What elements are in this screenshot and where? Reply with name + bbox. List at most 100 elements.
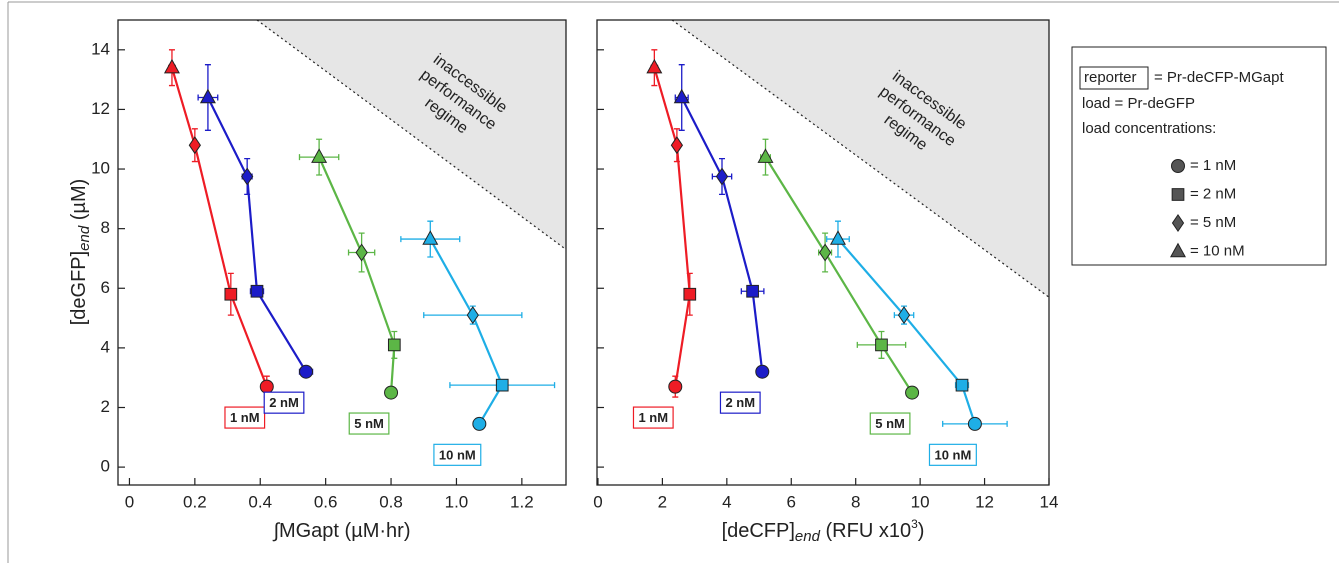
data-point bbox=[299, 364, 314, 379]
legend-line: load concentrations: bbox=[1082, 120, 1216, 137]
series-label: 5 nM bbox=[354, 416, 384, 431]
legend-line: load = Pr-deGFP bbox=[1082, 95, 1195, 112]
series-line bbox=[318, 156, 396, 393]
data-point bbox=[311, 148, 328, 163]
series-label: 10 nM bbox=[439, 447, 476, 462]
series-line bbox=[837, 238, 976, 425]
series-label-box bbox=[224, 406, 266, 429]
y-tick-label: 2 bbox=[101, 397, 110, 416]
data-point bbox=[668, 379, 683, 394]
data-point bbox=[466, 306, 479, 325]
x-axis-label: [deCFP]end (RFU x103) bbox=[722, 517, 925, 545]
legend-key: reporter bbox=[1084, 69, 1137, 86]
series-line bbox=[680, 97, 764, 372]
y-tick-label: 10 bbox=[91, 159, 110, 178]
legend-label: = 2 nM bbox=[1190, 185, 1236, 202]
x-axis-label: ∫MGapt (µM·hr) bbox=[272, 520, 410, 542]
legend-marker bbox=[1171, 159, 1185, 173]
x-tick-label: 6 bbox=[787, 492, 796, 511]
x-tick-label: 2 bbox=[658, 492, 667, 511]
data-point bbox=[897, 306, 911, 325]
plot-frame bbox=[596, 19, 1050, 486]
legend-label: = 1 nM bbox=[1190, 157, 1236, 174]
data-point bbox=[673, 88, 690, 104]
data-point bbox=[646, 58, 663, 74]
y-tick-label: 8 bbox=[101, 218, 110, 237]
legend-box bbox=[1071, 46, 1327, 266]
data-point bbox=[259, 379, 274, 394]
data-point bbox=[715, 167, 729, 186]
data-point bbox=[188, 136, 201, 155]
x-tick-label: 1.2 bbox=[510, 492, 534, 511]
x-tick-label: 0 bbox=[125, 492, 134, 511]
series-label-box bbox=[263, 391, 305, 414]
data-point bbox=[355, 243, 368, 262]
series-label-box bbox=[632, 406, 674, 429]
legend-marker bbox=[1171, 188, 1185, 201]
y-axis-label: [deGFP]end (µM) bbox=[68, 179, 93, 326]
plot-frame bbox=[117, 19, 567, 486]
data-point bbox=[746, 284, 759, 298]
legend-label: = 10 nM bbox=[1190, 242, 1245, 259]
series-label: 1 nM bbox=[638, 410, 668, 425]
reporter-box bbox=[1079, 66, 1149, 90]
data-point bbox=[224, 287, 238, 301]
series-label: 2 nM bbox=[725, 395, 755, 410]
region-group bbox=[671, 20, 1049, 298]
legend-marker bbox=[1171, 213, 1185, 233]
y-tick-label: 4 bbox=[101, 337, 110, 356]
data-point bbox=[422, 230, 439, 245]
inaccessible-region bbox=[256, 20, 566, 250]
data-point bbox=[818, 243, 832, 262]
x-tick-label: 0.8 bbox=[379, 492, 403, 511]
x-tick-label: 10 bbox=[911, 492, 930, 511]
boundary-line bbox=[256, 20, 566, 251]
data-point bbox=[967, 416, 982, 431]
data-point bbox=[905, 385, 920, 400]
data-point bbox=[199, 88, 216, 104]
x-tick-label: 12 bbox=[975, 492, 994, 511]
series-label: 10 nM bbox=[934, 447, 971, 462]
x-tick-label: 4 bbox=[722, 492, 731, 511]
x-tick-label: 0.4 bbox=[248, 492, 272, 511]
data-point bbox=[955, 378, 969, 392]
series-label-box bbox=[433, 443, 482, 466]
x-tick-label: 8 bbox=[851, 492, 860, 511]
series-line bbox=[764, 156, 914, 394]
data-point bbox=[757, 148, 774, 163]
series-label-box bbox=[719, 391, 761, 414]
data-point bbox=[829, 230, 846, 245]
data-point bbox=[163, 58, 180, 74]
x-tick-label: 0.2 bbox=[183, 492, 207, 511]
legend-label: = 5 nM bbox=[1190, 214, 1236, 231]
data-point bbox=[472, 416, 487, 431]
y-tick-label: 12 bbox=[91, 99, 110, 118]
region-group bbox=[256, 20, 566, 251]
x-tick-label: 0.6 bbox=[314, 492, 338, 511]
data-point bbox=[755, 364, 770, 379]
series-label-box bbox=[928, 443, 977, 466]
data-point bbox=[250, 284, 264, 298]
data-point bbox=[387, 338, 401, 352]
legend-marker bbox=[1170, 242, 1186, 258]
data-point bbox=[875, 338, 888, 352]
x-tick-label: 0 bbox=[593, 492, 602, 511]
data-point bbox=[384, 385, 399, 400]
series-label: 2 nM bbox=[269, 395, 299, 410]
series-line bbox=[170, 67, 268, 388]
data-point bbox=[241, 167, 254, 186]
y-tick-label: 14 bbox=[91, 39, 110, 58]
series-line bbox=[653, 67, 691, 387]
x-tick-label: 1.0 bbox=[445, 492, 469, 511]
legend: reporter = Pr-deCFP-MGapt load = Pr-deGF… bbox=[1071, 46, 1327, 266]
series-line bbox=[206, 97, 307, 373]
series-label-box bbox=[869, 412, 911, 435]
y-tick-label: 6 bbox=[101, 278, 110, 297]
series-label-box bbox=[348, 412, 390, 435]
data-point bbox=[495, 378, 509, 392]
series-label: 1 nM bbox=[230, 410, 260, 425]
data-point bbox=[670, 136, 684, 155]
y-tick-label: 0 bbox=[101, 457, 110, 476]
